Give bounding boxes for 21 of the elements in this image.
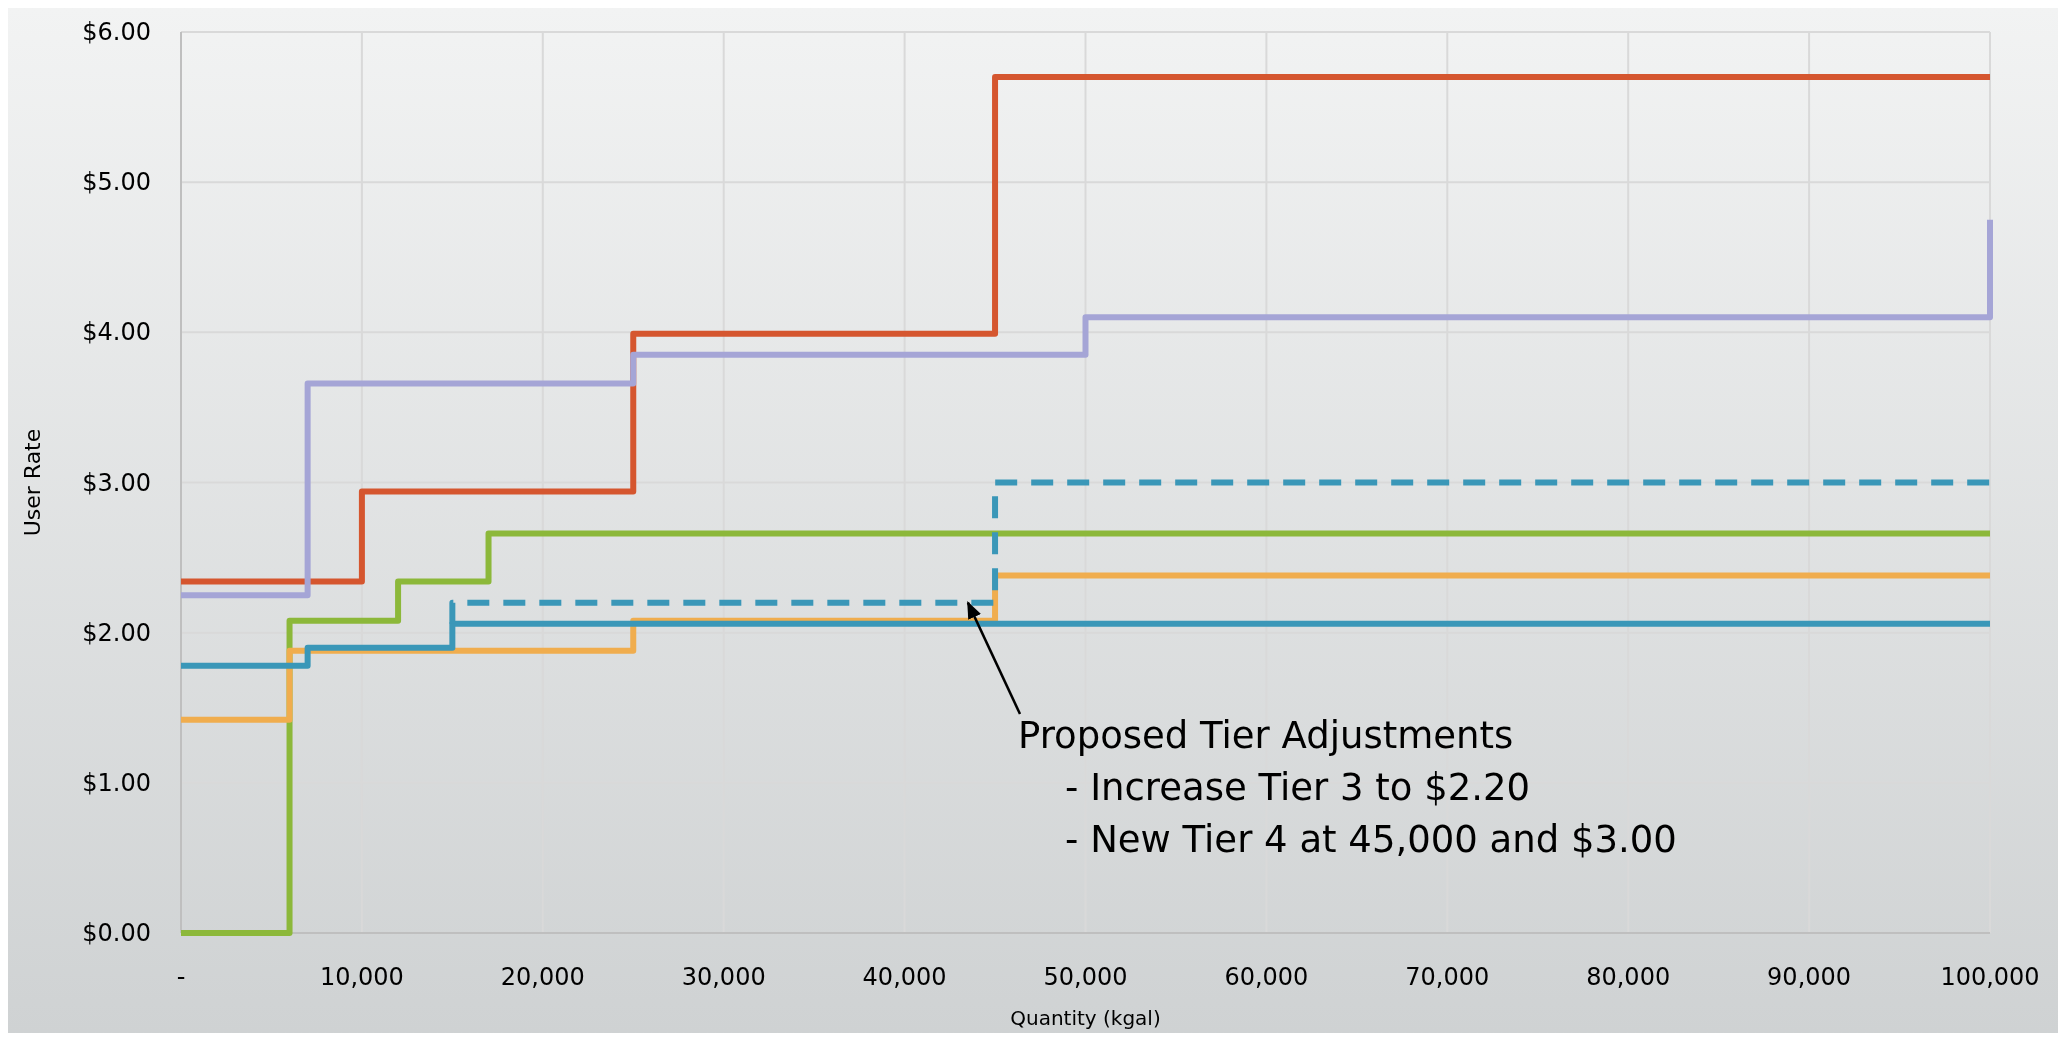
y-tick-label: $2.00: [82, 618, 151, 647]
x-tick-label: 60,000: [1224, 963, 1309, 991]
x-tick-label: 40,000: [862, 963, 947, 991]
y-tick-label: $0.00: [82, 919, 151, 947]
y-tick-label: $4.00: [82, 318, 151, 347]
y-tick-label: $3.00: [82, 468, 151, 497]
x-tick-label: 70,000: [1405, 963, 1490, 991]
y-tick-label: $6.00: [82, 18, 151, 46]
x-tick-label: 80,000: [1586, 963, 1671, 991]
x-axis-title: Quantity (kgal): [1010, 1006, 1161, 1030]
y-tick-label: $5.00: [82, 168, 151, 197]
x-tick-label: 90,000: [1767, 963, 1852, 991]
x-tick-label: 100,000: [1940, 963, 2040, 991]
x-tick-label: 30,000: [681, 963, 766, 991]
x-tick-label: 20,000: [500, 963, 585, 991]
x-tick-label: 50,000: [1043, 963, 1128, 991]
annotation: Proposed Tier Adjustments - Increase Tier 3 to $2.20 - New Tier 4 at 45,000 and $3.00: [1018, 714, 1677, 861]
y-tick-label: $1.00: [82, 768, 151, 797]
x-tick-label: 10,000: [319, 963, 404, 991]
x-tick-label: -: [176, 963, 186, 991]
y-axis-title: User Rate: [20, 428, 45, 537]
